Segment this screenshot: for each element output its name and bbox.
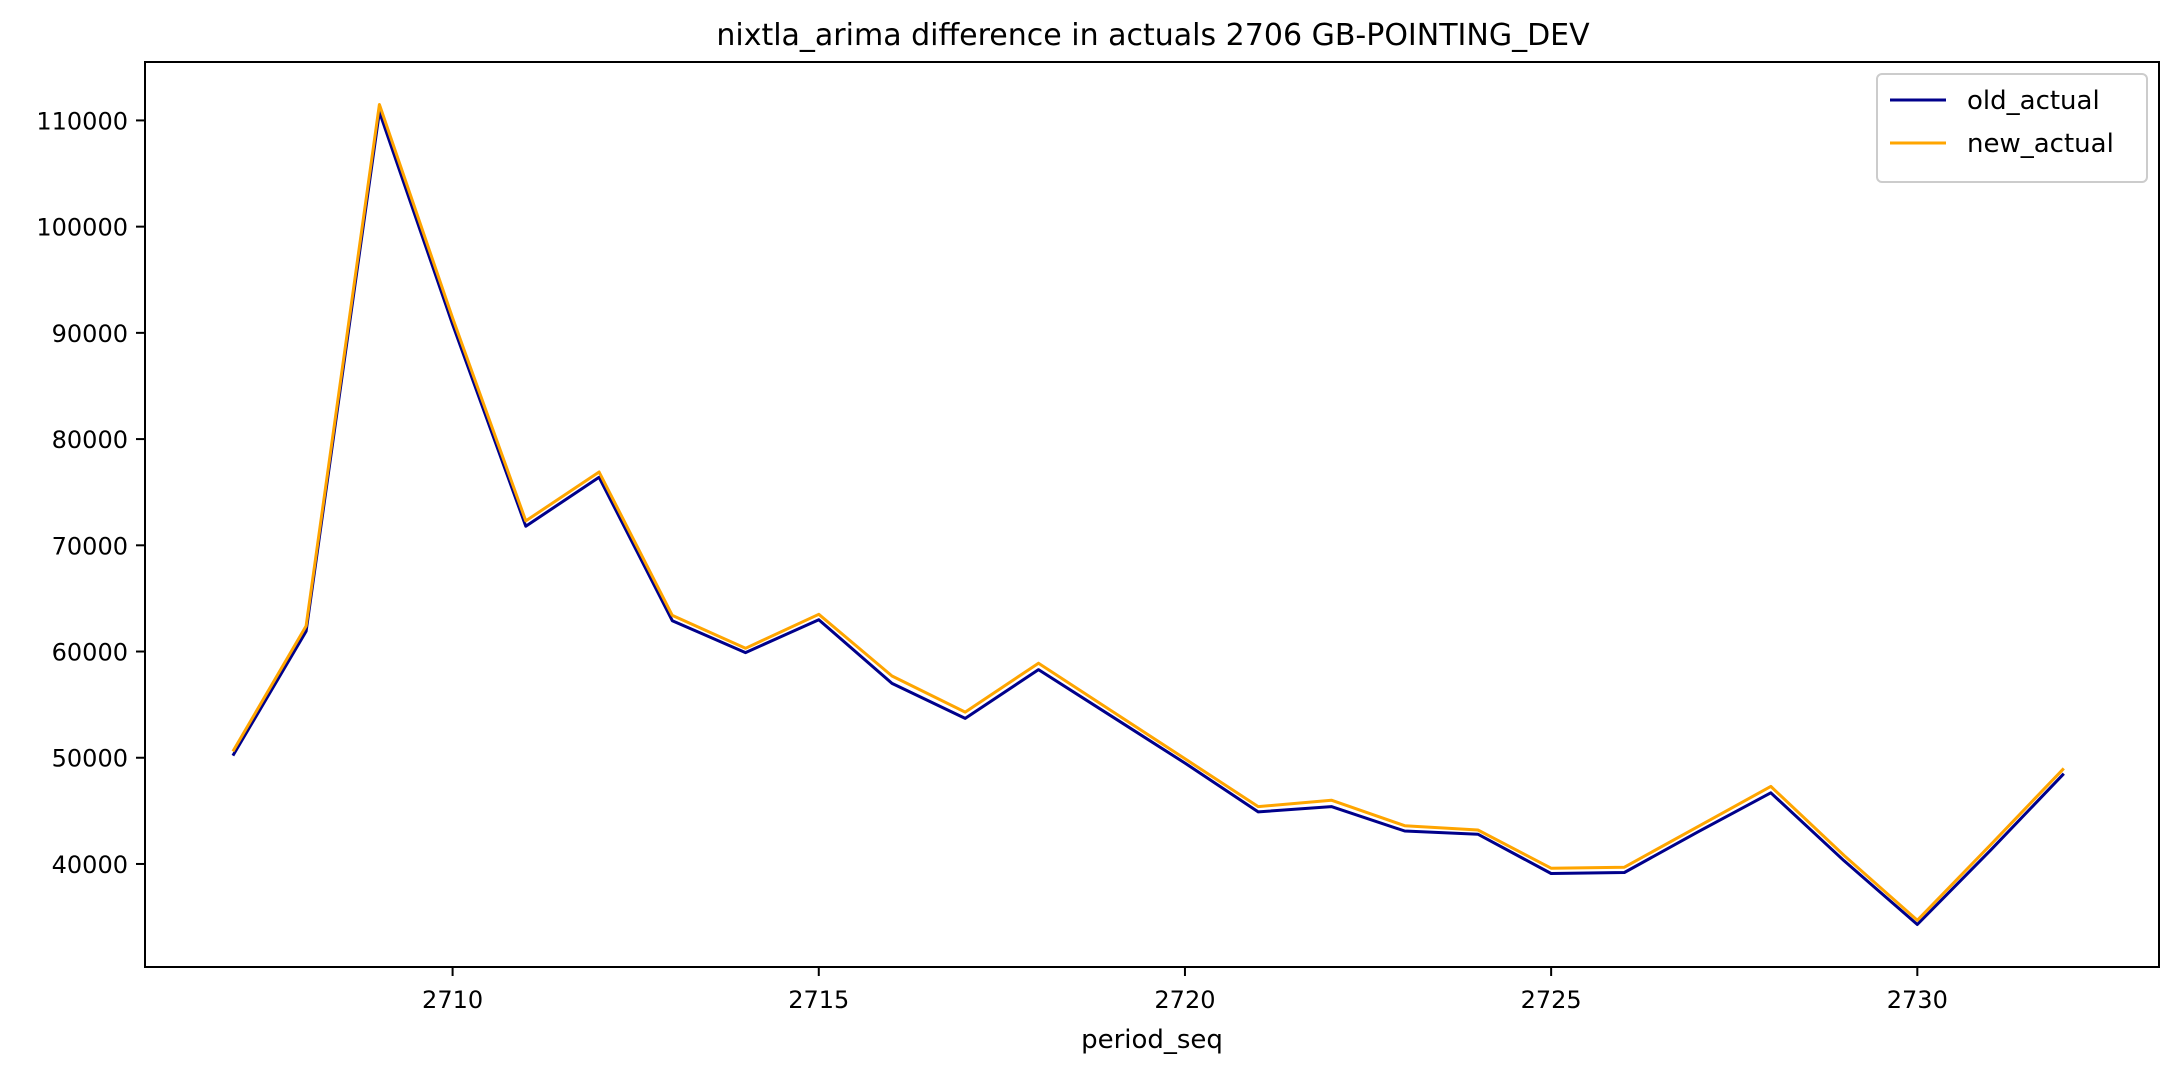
y-tick-label: 40000 <box>52 851 128 879</box>
y-axis: 40000 50000 60000 70000 80000 90000 100000 1100… <box>36 107 145 879</box>
x-axis: 2710 2715 2720 2725 2730 <box>422 967 1948 1014</box>
chart-title: nixtla_arima difference in actuals 2706 … <box>716 18 1590 53</box>
legend: old_actual new_actual <box>1876 73 2148 183</box>
y-tick-label: 110000 <box>36 107 128 135</box>
y-tick-label: 90000 <box>52 320 128 348</box>
plot-area-frame <box>144 61 2160 968</box>
legend-label-new-actual: new_actual <box>1967 129 2114 159</box>
y-tick-label: 100000 <box>36 214 128 242</box>
series-line-old-actual <box>231 110 2065 926</box>
x-axis-label: period_seq <box>1081 1025 1223 1055</box>
x-tick-label: 2720 <box>1154 986 1215 1014</box>
y-tick-label: 50000 <box>52 745 128 773</box>
x-tick-label: 2715 <box>788 986 849 1014</box>
y-tick-label: 70000 <box>52 532 128 560</box>
x-tick-label: 2730 <box>1887 986 1948 1014</box>
x-tick-label: 2710 <box>422 986 483 1014</box>
x-tick-label: 2725 <box>1521 986 1582 1014</box>
series-line-new-actual <box>231 103 2065 922</box>
series-lines <box>231 103 2065 926</box>
y-tick-label: 80000 <box>52 426 128 454</box>
legend-label-old-actual: old_actual <box>1967 86 2100 116</box>
y-tick-label: 60000 <box>52 639 128 667</box>
